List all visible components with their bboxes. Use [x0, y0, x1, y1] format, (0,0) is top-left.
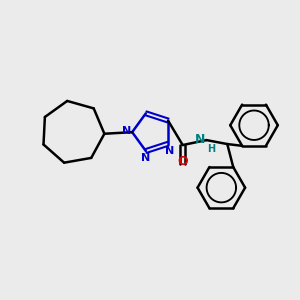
Text: N: N	[122, 126, 131, 136]
Text: N: N	[165, 146, 175, 156]
Text: H: H	[208, 144, 216, 154]
Text: O: O	[177, 155, 188, 168]
Text: N: N	[195, 133, 206, 146]
Text: N: N	[141, 153, 151, 163]
